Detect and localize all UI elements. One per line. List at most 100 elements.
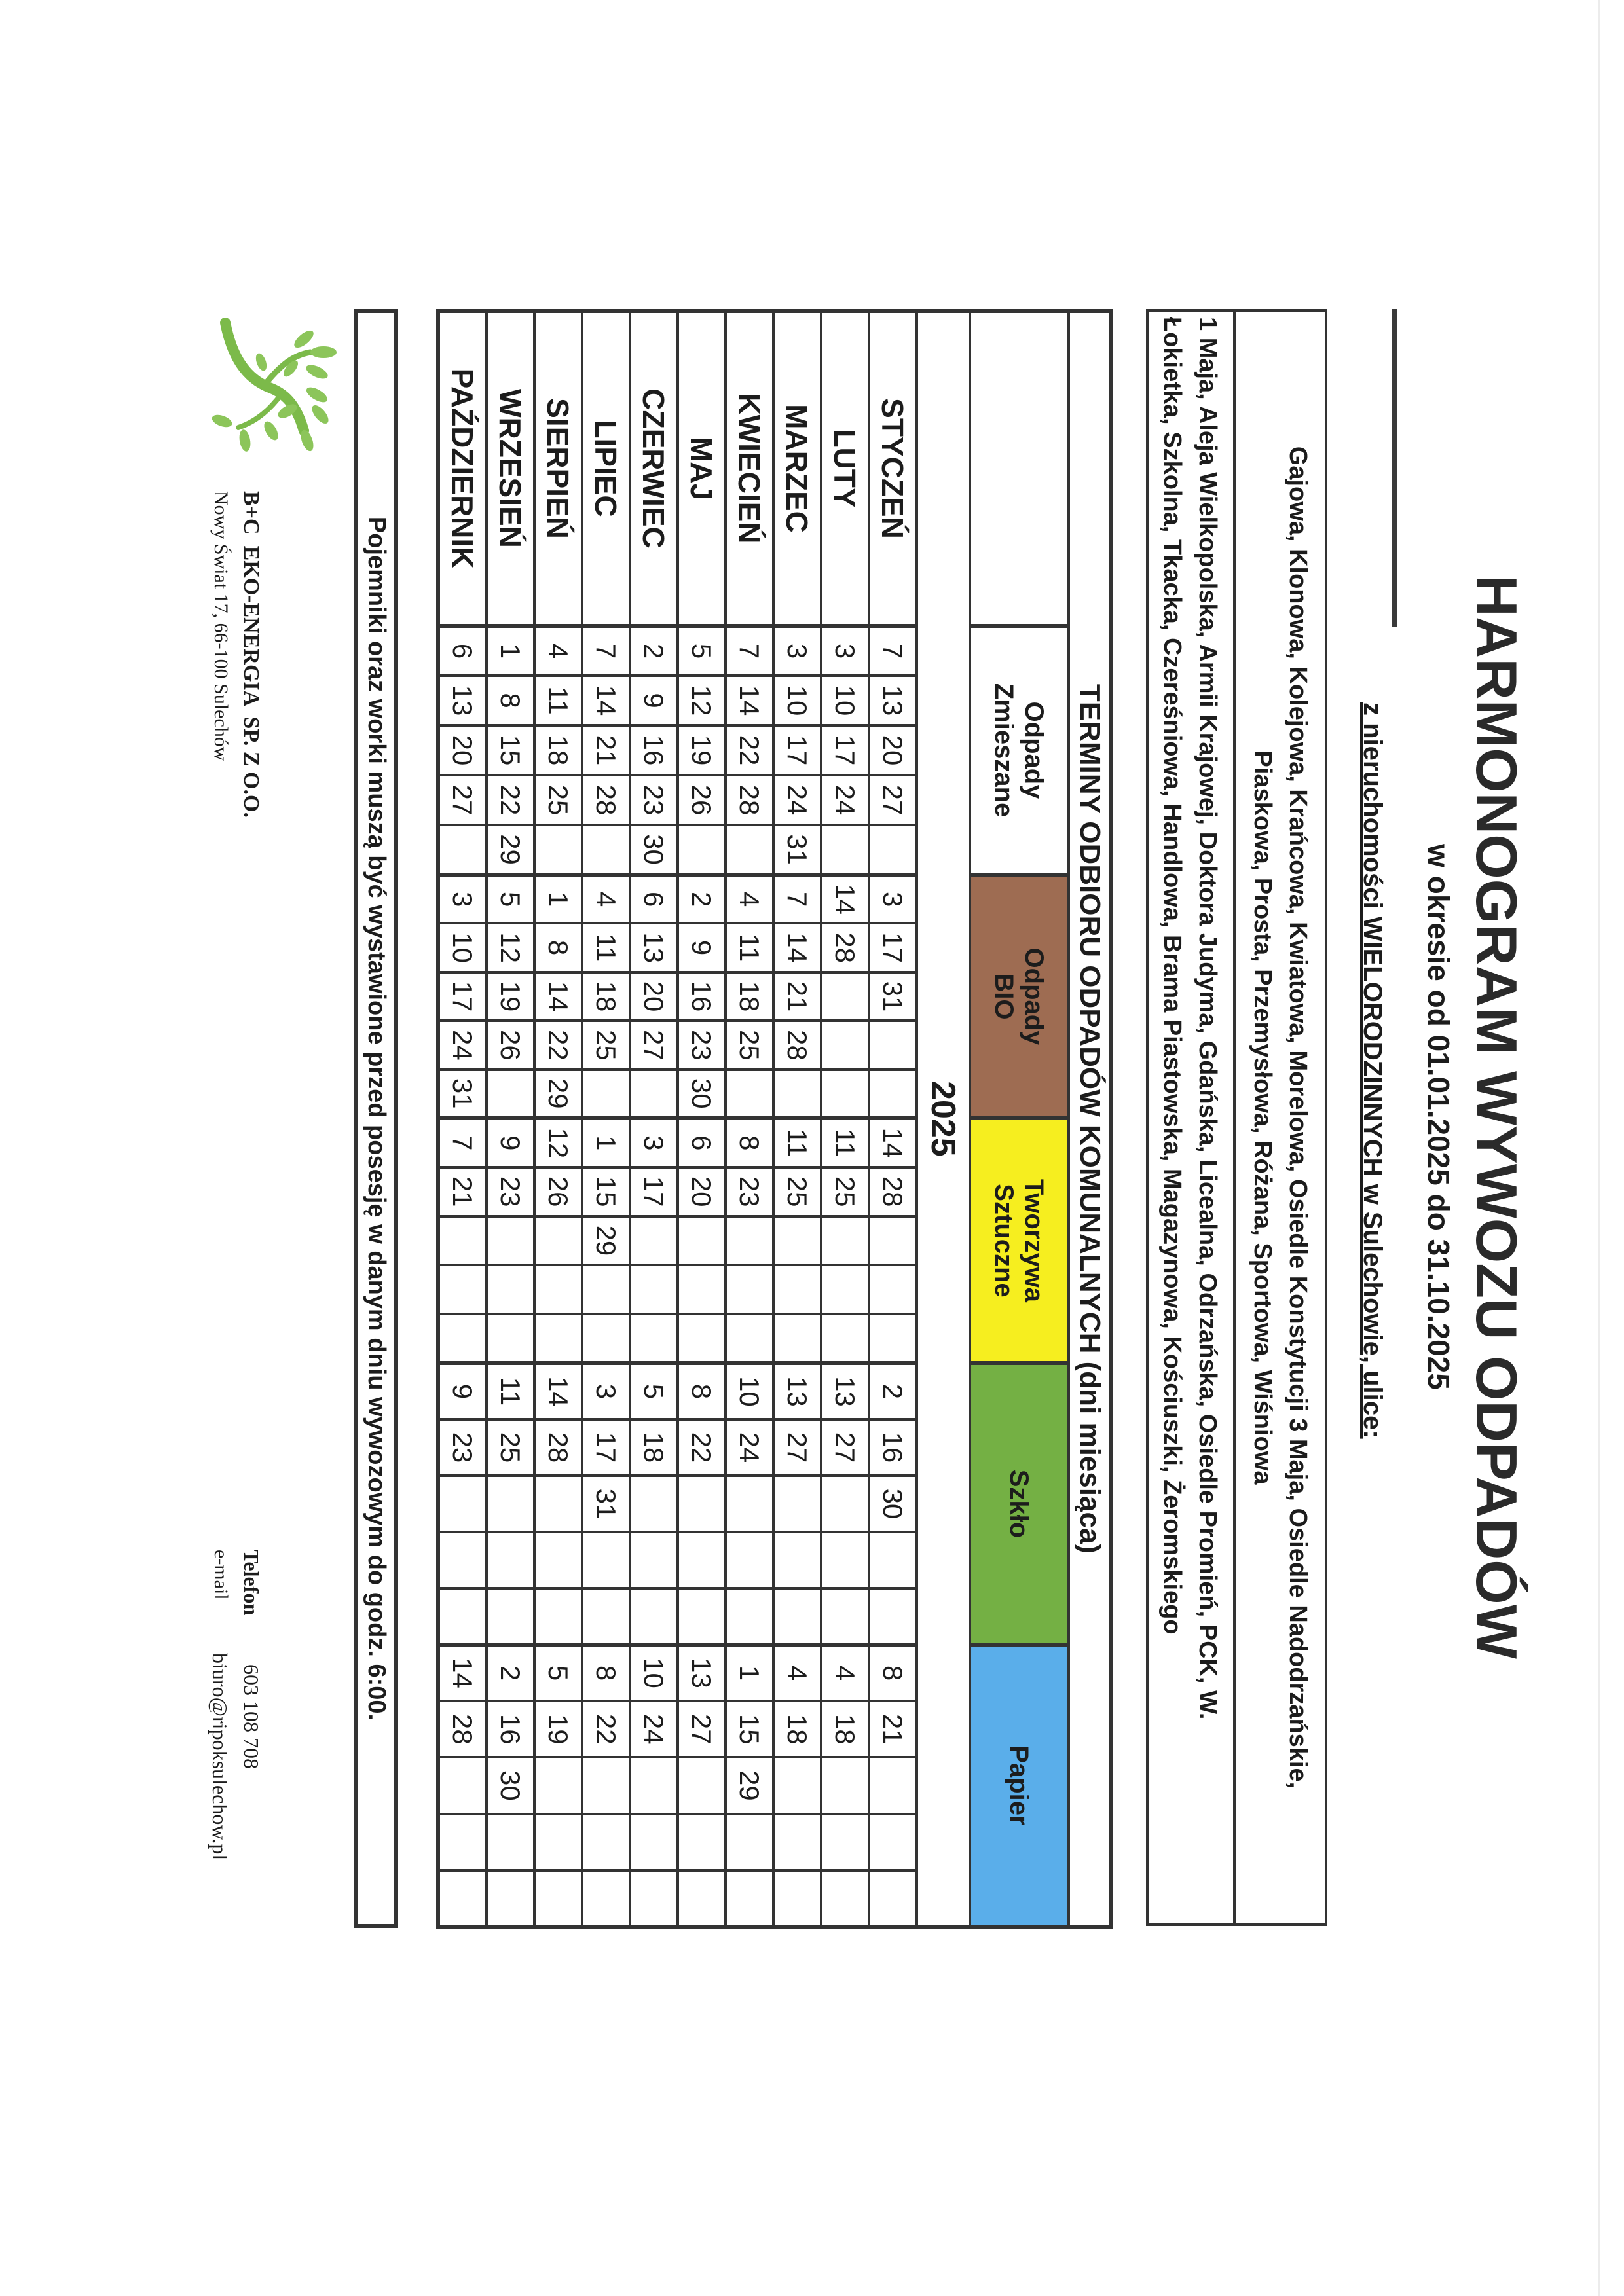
day-cell-plastic: [630, 1216, 678, 1266]
day-cell-bio: [869, 1069, 917, 1118]
day-cell-bio: 4: [582, 875, 630, 924]
day-cell-bio: 17: [869, 923, 917, 972]
day-cell-glass: 11: [487, 1362, 534, 1419]
schedule-table: TERMINY ODBIORU ODPADÓW KOMUNALNYCH (dni…: [436, 309, 1113, 1929]
month-name: CZERWIEC: [630, 311, 678, 626]
day-cell-bio: 31: [869, 972, 917, 1021]
day-cell-glass: [534, 1475, 582, 1532]
day-cell-plastic: [869, 1216, 917, 1266]
day-cell-glass: [821, 1475, 869, 1532]
street-line: Piaskowa, Prosta, Przemysłowa, Różana, S…: [1249, 750, 1276, 1485]
day-cell-plastic: [821, 1314, 869, 1363]
month-name: LUTY: [821, 311, 869, 626]
day-cell-plastic: [630, 1265, 678, 1315]
day-cell-plastic: [487, 1314, 534, 1363]
day-cell-plastic: [821, 1265, 869, 1315]
day-cell-bio: 6: [630, 875, 678, 924]
day-cell-bio: 25: [726, 1021, 773, 1070]
day-cell-mixed: 20: [869, 725, 917, 775]
day-cell-paper: 27: [678, 1701, 726, 1758]
day-cell-glass: 2: [869, 1362, 917, 1419]
category-header-row: Odpady Zmieszane Odpady BIO Tworzywa Sztuczne…: [970, 311, 1069, 1927]
day-cell-paper: [534, 1870, 582, 1927]
day-cell-plastic: 29: [582, 1216, 630, 1266]
company-address: Nowy Świat 17, 66-100 Sulechów: [210, 491, 232, 761]
day-cell-glass: [487, 1588, 534, 1645]
category-label-line: Odpady: [1020, 947, 1049, 1046]
table-title-row: TERMINY ODBIORU ODPADÓW KOMUNALNYCH (dni…: [1069, 311, 1111, 1927]
day-cell-glass: [869, 1531, 917, 1588]
category-label-line: Odpady: [1020, 701, 1049, 799]
day-cell-paper: 14: [438, 1644, 487, 1702]
day-cell-plastic: [630, 1314, 678, 1363]
street-group-1: Gajowa, Klonowa, Kolejowa, Krańcowa, Kwi…: [1233, 312, 1325, 1923]
day-cell-bio: 18: [582, 972, 630, 1021]
day-cell-glass: [630, 1531, 678, 1588]
day-cell-plastic: [773, 1265, 821, 1315]
company-name: B+C EKO-ENERGIA SP. Z O.O.: [239, 491, 263, 818]
day-cell-paper: [869, 1870, 917, 1927]
phone-number: 603 108 708: [240, 1664, 263, 1769]
table-row: MARZEC 3 10 17 24 31 7 14 21 28 11 25 13 27 4 18: [773, 311, 821, 1927]
day-cell-plastic: 12: [534, 1118, 582, 1167]
day-cell-glass: [678, 1588, 726, 1645]
day-cell-glass: [582, 1588, 630, 1645]
day-cell-bio: 28: [773, 1021, 821, 1070]
day-cell-mixed: 31: [773, 825, 821, 875]
day-cell-bio: 21: [773, 972, 821, 1021]
day-cell-paper: [582, 1870, 630, 1927]
day-cell-mixed: 18: [534, 725, 582, 775]
day-cell-glass: [726, 1588, 773, 1645]
table-title: TERMINY ODBIORU ODPADÓW KOMUNALNYCH (dni…: [1069, 311, 1111, 1927]
day-cell-glass: [630, 1475, 678, 1532]
year-row: 2025: [917, 311, 970, 1927]
day-cell-bio: 20: [630, 972, 678, 1021]
day-cell-paper: [438, 1757, 487, 1814]
category-header-glass: Szkło: [970, 1362, 1069, 1645]
day-cell-bio: [821, 972, 869, 1021]
day-cell-paper: 5: [534, 1644, 582, 1702]
email-address[interactable]: biuro@ripoksulechow.pl: [208, 1653, 232, 1861]
day-cell-plastic: 7: [438, 1118, 487, 1167]
day-cell-paper: [582, 1813, 630, 1870]
day-cell-glass: [582, 1531, 630, 1588]
day-cell-glass: [726, 1531, 773, 1588]
day-cell-paper: [726, 1813, 773, 1870]
month-name: MARZEC: [773, 311, 821, 626]
day-cell-bio: 13: [630, 923, 678, 972]
category-label-line: Tworzywa: [1020, 1178, 1049, 1303]
day-cell-mixed: 29: [487, 825, 534, 875]
category-header-plastic: Tworzywa Sztuczne: [970, 1118, 1069, 1363]
day-cell-plastic: 28: [869, 1167, 917, 1216]
day-cell-mixed: 13: [438, 676, 487, 725]
day-cell-paper: 4: [773, 1644, 821, 1702]
day-cell-bio: 30: [678, 1069, 726, 1118]
day-cell-bio: 27: [630, 1021, 678, 1070]
day-cell-mixed: [582, 825, 630, 875]
day-cell-mixed: 10: [821, 676, 869, 725]
day-cell-paper: [630, 1757, 678, 1814]
category-header-paper: Papier: [970, 1644, 1069, 1927]
day-cell-plastic: 20: [678, 1167, 726, 1216]
day-cell-glass: 8: [678, 1362, 726, 1419]
phone-label: Telefon: [240, 1550, 263, 1616]
day-cell-mixed: 3: [821, 626, 869, 676]
day-cell-paper: [534, 1757, 582, 1814]
street-line: Łokietka, Szkolna, Tkacka, Czereśniowa, …: [1158, 317, 1186, 1635]
day-cell-paper: [438, 1870, 487, 1927]
day-cell-glass: [630, 1588, 678, 1645]
day-cell-mixed: 14: [582, 676, 630, 725]
day-cell-mixed: 22: [487, 775, 534, 825]
street-line: 1 Maja, Aleja Wielkopolska, Armii Krajow…: [1194, 317, 1221, 1720]
day-cell-paper: [773, 1757, 821, 1814]
day-cell-glass: [487, 1475, 534, 1532]
day-cell-mixed: 1: [487, 626, 534, 676]
day-cell-paper: [678, 1870, 726, 1927]
day-cell-plastic: [726, 1216, 773, 1266]
day-cell-plastic: [869, 1265, 917, 1315]
day-cell-glass: 28: [534, 1419, 582, 1476]
day-cell-paper: [773, 1870, 821, 1927]
day-cell-paper: 21: [869, 1701, 917, 1758]
day-cell-paper: [821, 1757, 869, 1814]
category-header-bio: Odpady BIO: [970, 875, 1069, 1118]
